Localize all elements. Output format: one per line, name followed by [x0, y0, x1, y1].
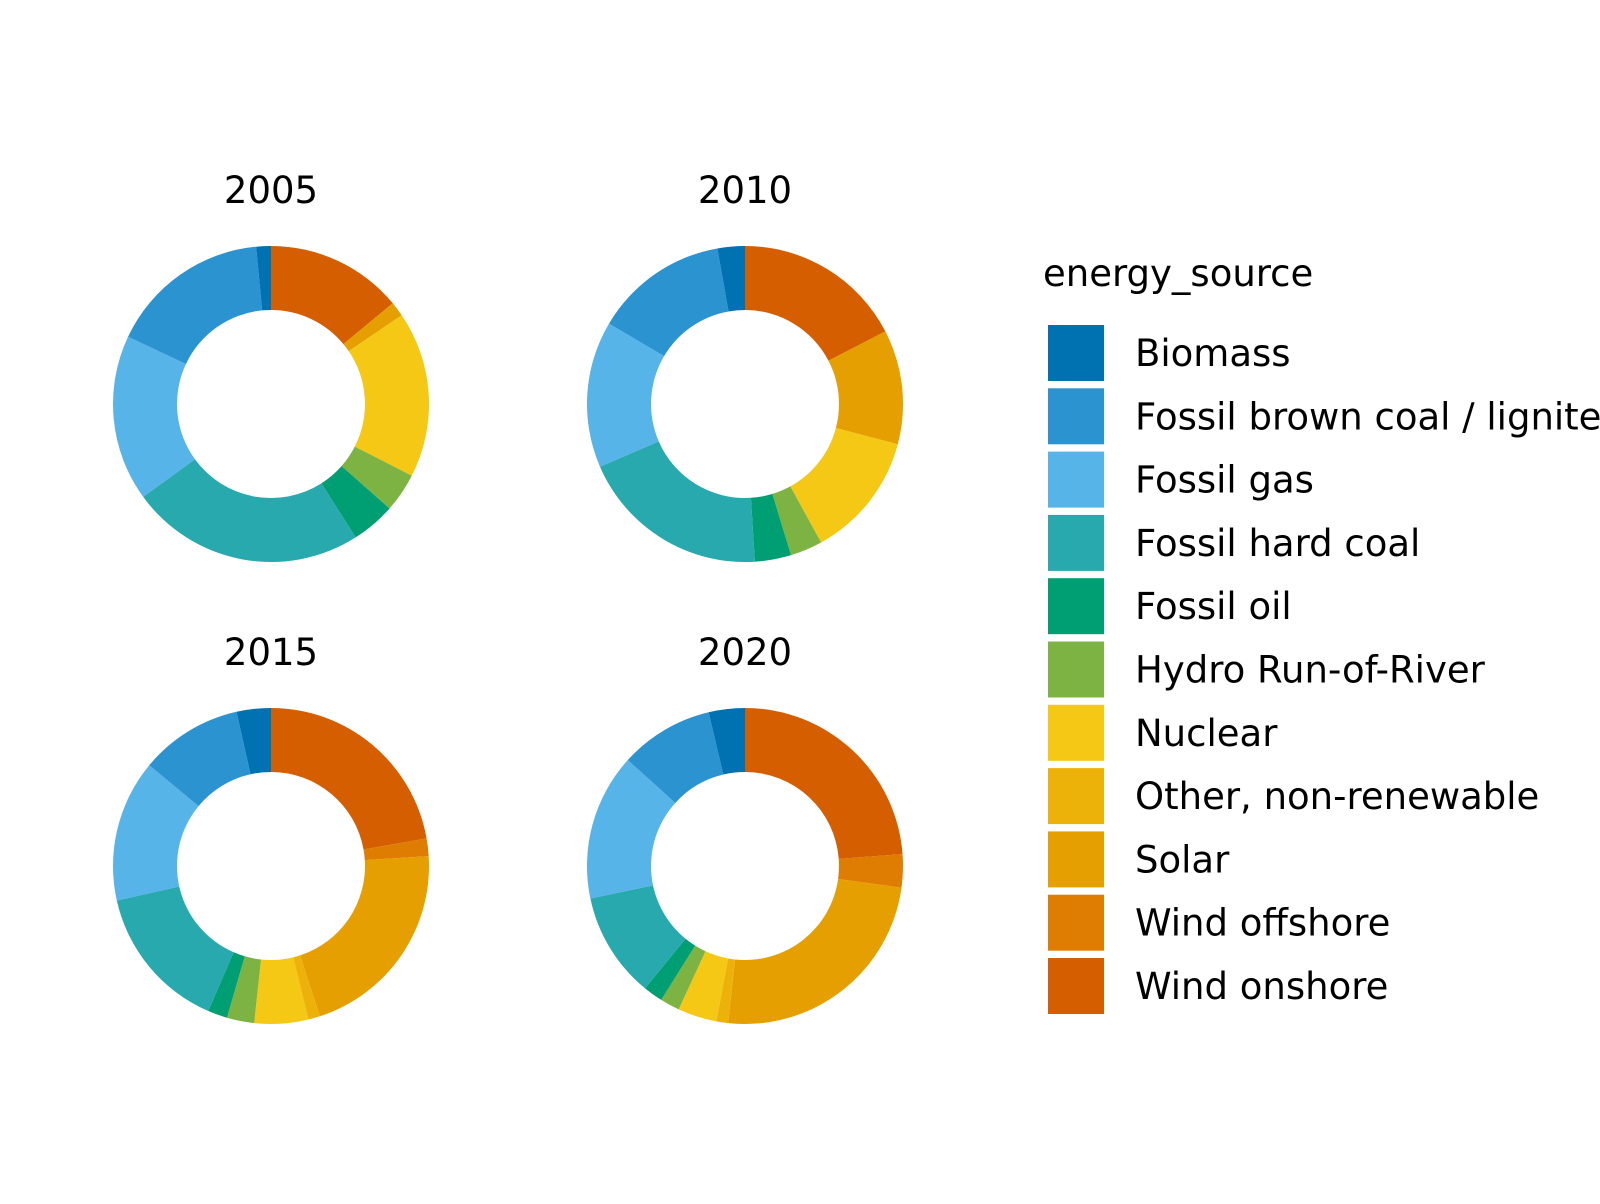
legend-item-fossil-hard-coal: Fossil hard coal: [1048, 514, 1420, 571]
slice-wind-onshore: [745, 246, 886, 361]
legend-swatch: [1048, 451, 1104, 508]
slice-fossil-gas: [586, 760, 676, 899]
slice-fossil-brown-coal-lignite: [149, 711, 251, 807]
slice-nuclear: [678, 951, 728, 1022]
legend-label: Fossil gas: [1135, 459, 1314, 502]
legend-item-other-non-renewable: Other, non-renewable: [1048, 768, 1539, 825]
legend-swatch: [1048, 578, 1104, 635]
slice-nuclear: [790, 427, 898, 543]
slice-biomass: [256, 246, 271, 311]
facet-title: 2020: [698, 631, 792, 674]
legend-label: Hydro Run-of-River: [1135, 649, 1486, 692]
slice-solar: [300, 856, 430, 1017]
legend-item-fossil-oil: Fossil oil: [1048, 578, 1292, 635]
slice-biomass: [708, 708, 745, 775]
legend-label: Other, non-renewable: [1135, 775, 1539, 818]
facet-2005: 2005: [113, 169, 430, 562]
slice-hydro-run-of-river: [341, 446, 412, 509]
legend-item-nuclear: Nuclear: [1048, 704, 1278, 761]
legend-item-wind-offshore: Wind offshore: [1048, 894, 1390, 951]
slice-solar: [828, 331, 904, 445]
slice-wind-offshore: [838, 854, 903, 888]
slice-wind-offshore: [363, 838, 429, 861]
slice-solar: [728, 878, 902, 1024]
legend-swatch: [1048, 704, 1104, 761]
legend-item-fossil-brown-coal-lignite: Fossil brown coal / lignite: [1048, 388, 1600, 445]
legend-label: Fossil oil: [1135, 585, 1292, 628]
slice-wind-onshore: [271, 708, 427, 850]
slice-fossil-brown-coal-lignite: [609, 248, 729, 357]
facet-title: 2005: [224, 169, 318, 212]
legend-item-biomass: Biomass: [1048, 325, 1291, 381]
slice-nuclear: [348, 315, 430, 476]
legend-swatch: [1048, 894, 1104, 951]
facets-layer: 2005 2010 2015 2020: [113, 169, 904, 1025]
facet-2020: 2020: [586, 631, 903, 1024]
facet-title: 2010: [698, 169, 792, 212]
legend-item-solar: Solar: [1048, 831, 1230, 888]
slice-fossil-hard-coal: [590, 885, 686, 989]
legend-label: Biomass: [1135, 332, 1291, 375]
slice-fossil-gas: [113, 765, 199, 901]
legend-label: Fossil brown coal / lignite: [1135, 395, 1600, 438]
legend-label: Nuclear: [1135, 712, 1278, 755]
legend-swatch: [1048, 388, 1104, 445]
facet-2010: 2010: [586, 169, 904, 563]
legend-swatch: [1048, 958, 1104, 1014]
legend-label: Wind onshore: [1135, 965, 1388, 1008]
legend: energy_source Biomass Fossil brown coal /…: [1043, 252, 1600, 1014]
slice-fossil-oil: [208, 952, 245, 1018]
legend-swatch: [1048, 641, 1104, 698]
slice-fossil-hard-coal: [143, 459, 356, 562]
slice-fossil-oil: [645, 938, 696, 1000]
legend-swatch: [1048, 768, 1104, 825]
facet-title: 2015: [224, 631, 318, 674]
facet-2015: 2015: [113, 631, 430, 1025]
slice-nuclear: [254, 957, 309, 1025]
slice-biomass: [236, 708, 271, 775]
slice-fossil-oil: [321, 466, 390, 538]
legend-item-wind-onshore: Wind onshore: [1048, 958, 1388, 1014]
slice-fossil-oil: [750, 493, 791, 562]
slice-wind-onshore: [271, 246, 393, 345]
slice-hydro-run-of-river: [772, 486, 822, 556]
legend-swatch: [1048, 514, 1104, 571]
slice-solar: [343, 303, 402, 352]
slice-fossil-hard-coal: [116, 886, 234, 1012]
legend-label: Wind offshore: [1135, 902, 1390, 945]
slice-wind-onshore: [745, 708, 903, 859]
slice-fossil-brown-coal-lignite: [128, 246, 263, 364]
slice-fossil-gas: [113, 336, 195, 497]
slice-fossil-hard-coal: [599, 441, 755, 563]
legend-label: Fossil hard coal: [1135, 522, 1420, 565]
slice-hydro-run-of-river: [226, 956, 261, 1024]
slice-other-non-renewable: [716, 958, 735, 1024]
legend-item-fossil-gas: Fossil gas: [1048, 451, 1314, 508]
legend-swatch: [1048, 325, 1104, 381]
slice-biomass: [717, 246, 745, 312]
slice-other-non-renewable: [293, 955, 320, 1020]
slice-hydro-run-of-river: [661, 945, 706, 1010]
legend-item-hydro-run-of-river: Hydro Run-of-River: [1048, 641, 1486, 698]
slice-fossil-brown-coal-lignite: [627, 712, 724, 803]
slice-fossil-gas: [586, 323, 665, 467]
legend-label: Solar: [1135, 838, 1230, 881]
legend-title: energy_source: [1043, 252, 1313, 295]
legend-swatch: [1048, 831, 1104, 888]
legend-items: Biomass Fossil brown coal / lignite Fossil…: [1048, 325, 1600, 1014]
